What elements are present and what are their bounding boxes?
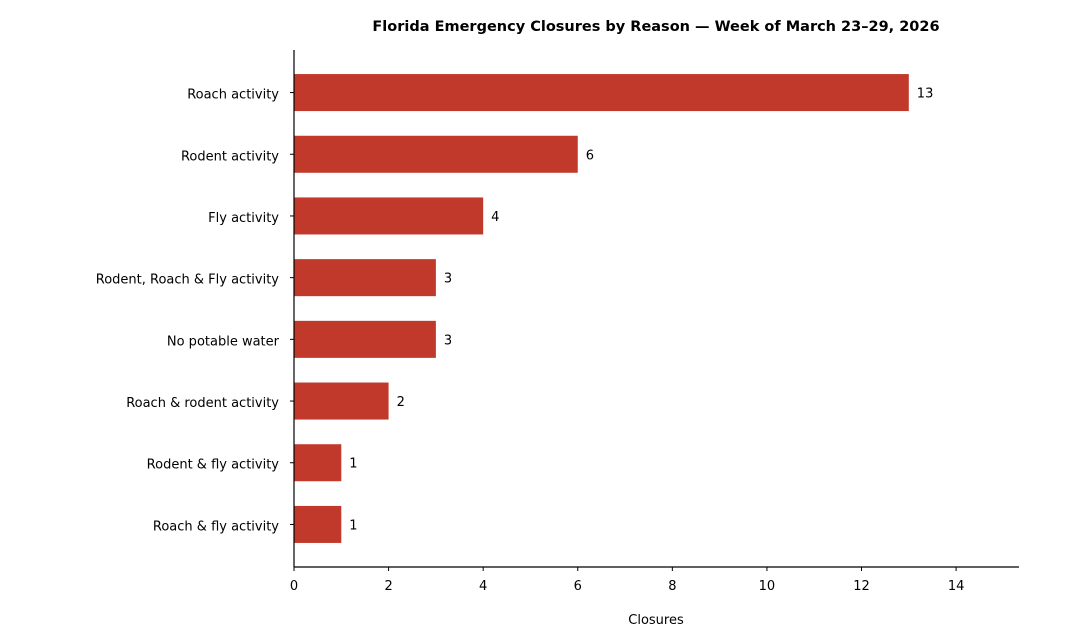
x-axis-label: Closures [628,613,684,628]
y-tick-label: Roach activity [187,88,279,103]
data-label: 4 [491,210,499,225]
y-tick-label: Rodent activity [181,149,279,164]
data-label: 2 [397,395,405,410]
x-tick-label: 0 [290,579,298,594]
x-tick-label: 6 [574,579,582,594]
data-label: 6 [586,148,594,163]
bar [294,197,484,235]
data-label: 1 [349,518,357,533]
x-tick-label: 8 [668,579,676,594]
y-tick-label: Roach & rodent activity [126,396,279,411]
data-label: 13 [917,87,934,102]
x-tick-label: 2 [384,579,392,594]
bar [294,74,909,112]
data-label: 3 [444,272,452,287]
bar [294,320,436,358]
bar [294,259,436,297]
y-tick-label: Roach & fly activity [153,519,279,534]
bar [294,135,578,173]
bar [294,444,342,482]
y-tick-label: No potable water [167,334,280,349]
bar [294,382,389,420]
y-tick-label: Fly activity [208,211,279,226]
x-tick-label: 4 [479,579,487,594]
x-tick-label: 12 [853,579,870,594]
data-label: 3 [444,333,452,348]
x-tick-label: 14 [948,579,965,594]
y-tick-label: Rodent, Roach & Fly activity [96,273,280,288]
y-tick-label: Rodent & fly activity [147,458,280,473]
x-tick-label: 10 [759,579,776,594]
data-label: 1 [349,457,357,472]
chart-title: Florida Emergency Closures by Reason — W… [372,19,939,35]
bar [294,505,342,543]
